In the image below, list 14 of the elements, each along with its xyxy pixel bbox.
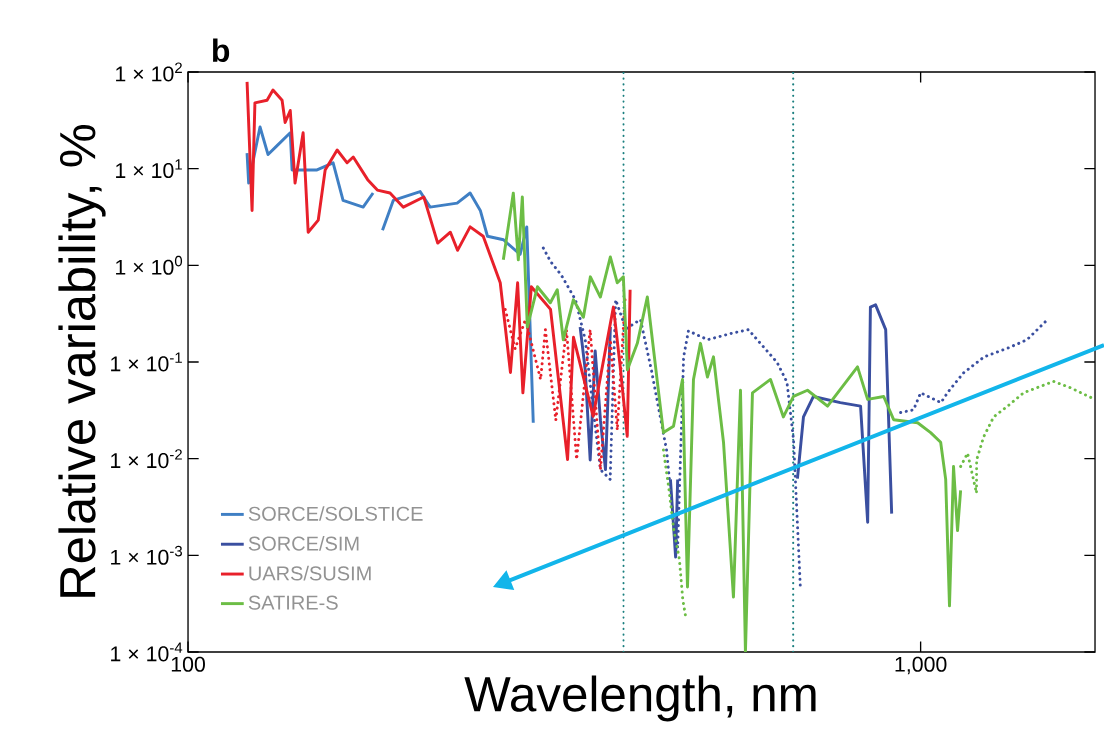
legend-label: SATIRE-S — [248, 595, 338, 610]
y-tick-label: 1 × 10$^{0}$ — [116, 255, 183, 275]
legend-label: SORCE/SIM — [248, 535, 359, 551]
x-axis-title: Wavelength, nm — [464, 675, 816, 722]
legend-label: SORCE/SOLSTICE — [248, 506, 423, 521]
y-tick-label: 1 × 10$^{-2}$ — [111, 449, 182, 469]
y-tick-label: 1 × 10$^{-1}$ — [111, 352, 182, 372]
chart-title: b — [212, 38, 230, 62]
x-tick-label: 1,000 — [895, 656, 947, 675]
y-tick-label: 1 × 10$^{2}$ — [116, 62, 182, 82]
legend-label: UARS/SUSIM — [249, 565, 371, 581]
y-axis-title: Relative variability, % — [58, 125, 106, 597]
y-tick-label: 1 × 10$^{1}$ — [116, 159, 182, 179]
y-tick-label: 1 × 10$^{-3}$ — [111, 545, 182, 565]
